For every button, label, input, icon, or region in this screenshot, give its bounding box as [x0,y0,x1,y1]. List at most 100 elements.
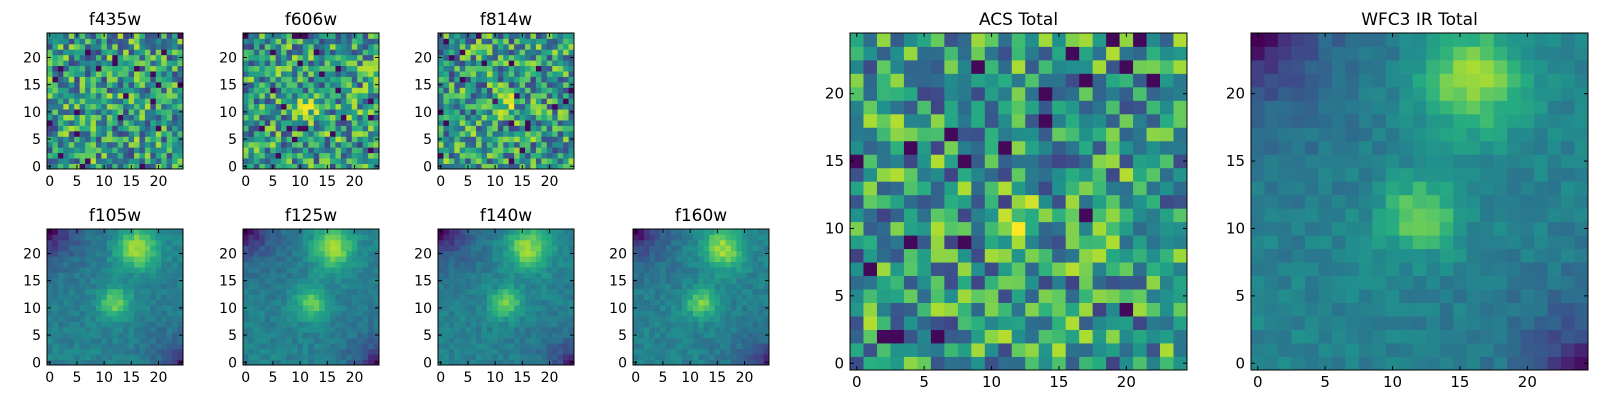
heatmap-cell [346,310,353,317]
heatmap-cell [68,321,75,328]
heatmap-cell [150,38,157,45]
heatmap-cell [476,245,482,252]
heatmap-cell [984,208,999,223]
heatmap-cell [128,141,135,148]
heatmap-cell [324,321,331,328]
heatmap-cell [692,272,699,279]
heatmap-cell [530,60,537,67]
heatmap-cell [90,283,97,290]
heatmap-cell [47,245,53,252]
heatmap-cell [161,54,168,61]
heatmap-cell [362,163,369,170]
heatmap-cell [741,272,748,279]
heatmap-cell [454,332,461,339]
heatmap-cell [346,321,353,328]
heatmap-cell [259,158,266,164]
heatmap-cell [161,272,168,279]
heatmap-cell [763,239,770,246]
heatmap-cell [903,343,918,357]
heatmap-cell [63,76,70,83]
heatmap-cell [541,234,548,241]
heatmap-cell [346,38,353,45]
heatmap-cell [1173,329,1188,344]
heatmap-cell [302,33,309,39]
heatmap-cell [330,299,336,306]
heatmap-cell [362,332,369,339]
heatmap-cell [177,98,184,105]
heatmap-cell [128,299,135,306]
heatmap-cell [335,65,342,72]
heatmap-cell [155,239,162,246]
heatmap-cell [438,337,444,344]
heatmap-cell [297,152,304,159]
heatmap-cell [47,147,53,154]
heatmap-cell [57,98,64,105]
heatmap-cell [351,332,358,339]
heatmap-cell [497,229,504,235]
heatmap-cell [123,38,129,45]
heatmap-cell [454,305,461,311]
heatmap-cell [144,43,151,50]
heatmap-cell [1079,194,1094,209]
heatmap-cell [546,98,553,105]
heatmap-cell [1092,316,1107,330]
heatmap-cell [297,316,304,322]
heatmap-cell [1119,329,1134,344]
heatmap-cell [106,65,113,72]
heatmap-cell [687,348,694,355]
heatmap-cell [90,229,97,235]
heatmap-cell [155,158,162,164]
heatmap-cell [546,120,553,126]
heatmap-cell [903,289,918,303]
heatmap-cell [324,332,331,339]
heatmap-cell [134,332,140,339]
heatmap-cell [649,245,656,252]
heatmap-cell [275,81,282,88]
heatmap-cell [486,65,493,72]
heatmap-cell [890,329,905,344]
heatmap-cell [481,43,488,50]
heatmap-cell [470,130,477,137]
heatmap-cell [134,147,140,154]
heatmap-cell [984,194,999,209]
heatmap-cell [557,256,564,263]
heatmap-cell [546,125,553,132]
heatmap-cell [291,65,298,72]
heatmap-cell [725,332,732,339]
heatmap-cell [90,109,97,115]
y-tick-label: 20 [414,50,432,66]
heatmap-cell [514,239,520,246]
heatmap-cell [654,261,661,268]
heatmap-cell [330,103,336,110]
heatmap-cell [177,120,184,126]
heatmap-cell [541,343,548,350]
heatmap-cell [557,229,564,235]
heatmap-cell [465,261,472,268]
heatmap-cell [514,272,520,279]
heatmap-cell [291,283,298,290]
heatmap-cell [998,248,1013,263]
heatmap-cell [698,359,705,366]
plot-frame [437,228,575,366]
heatmap-cell [330,310,336,317]
heatmap-cell [535,71,542,77]
heatmap-cell [541,130,548,137]
heatmap-cell [665,316,672,322]
heatmap-cell [291,239,298,246]
heatmap-cell [286,71,293,77]
heatmap-cell [459,114,466,121]
heatmap-cell [454,326,461,333]
heatmap-cell [752,343,759,350]
heatmap-cell [351,348,358,355]
heatmap-cell [703,256,710,263]
heatmap-cell [476,354,482,360]
panel-title: f125w [285,206,337,226]
y-tick-label: 15 [219,274,237,290]
heatmap-cell [459,239,466,246]
heatmap-cell [172,354,178,360]
heatmap-cell [660,245,667,252]
heatmap-cell [155,288,162,295]
heatmap-cell [525,299,531,306]
heatmap-cell [144,337,151,344]
